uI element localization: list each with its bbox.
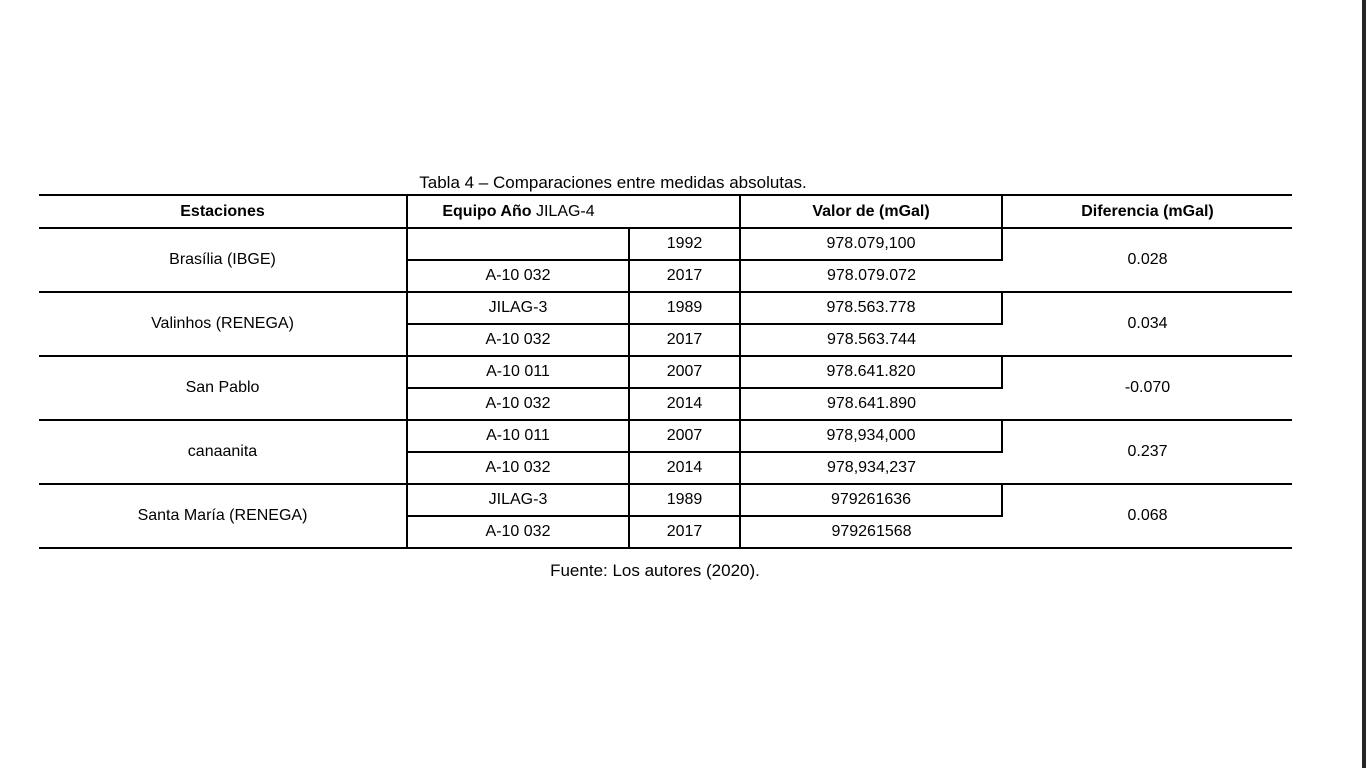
table-row: Valinhos (RENEGA) JILAG-3 1989 978.563.7… (39, 292, 1292, 357)
value-cell: 978.641.820 (740, 356, 1003, 389)
table-row: A-10 032 2014 978.641.890 (39, 388, 1292, 421)
table-row: A-10 032 2017 978.079.072 (39, 260, 1292, 293)
value-cell: 978,934,237 (740, 452, 1002, 485)
year-cell: 1989 (629, 292, 741, 325)
value-cell: 978.563.744 (740, 324, 1002, 357)
equipment-cell: A-10 032 (407, 324, 630, 357)
value-cell: 978,934,000 (740, 420, 1003, 453)
station-cell: San Pablo (39, 356, 408, 421)
table-row: San Pablo A-10 011 2007 978.641.820 -0.0… (39, 356, 1292, 421)
header-equipo: Equipo Año JILAG-4 (407, 194, 629, 229)
table-header-row: Estaciones Equipo Año JILAG-4 Valor de (… (39, 194, 1292, 229)
header-equipo-label: Equipo Año (442, 202, 532, 220)
table-row: Brasília (IBGE) 1992 978.079,100 0.028 (39, 228, 1292, 293)
header-valor: Valor de (mGal) (740, 194, 1003, 229)
station-cell: Santa María (RENEGA) (39, 484, 408, 549)
year-cell: 1989 (629, 484, 741, 517)
equipment-cell: A-10 011 (407, 420, 630, 453)
equipment-cell: A-10 011 (407, 356, 630, 389)
table-row: A-10 032 2017 979261568 (39, 516, 1292, 549)
equipment-cell: A-10 032 (407, 452, 630, 485)
header-estaciones: Estaciones (39, 194, 408, 229)
table-source: Fuente: Los autores (2020). (550, 561, 760, 580)
header-anio (629, 194, 741, 229)
year-cell: 2017 (629, 260, 741, 293)
station-cell: Valinhos (RENEGA) (39, 292, 408, 357)
difference-cell: 0.034 (1002, 292, 1292, 357)
comparison-table: Estaciones Equipo Año JILAG-4 Valor de (… (39, 194, 1292, 549)
difference-cell: -0.070 (1002, 356, 1292, 421)
year-cell: 2014 (629, 452, 741, 485)
year-cell: 2017 (629, 324, 741, 357)
station-cell: canaanita (39, 420, 408, 485)
equipment-cell (407, 228, 630, 261)
year-cell: 2014 (629, 388, 741, 421)
value-cell: 978.563.778 (740, 292, 1003, 325)
equipment-cell: JILAG-3 (407, 292, 630, 325)
table-caption: Tabla 4 – Comparaciones entre medidas ab… (419, 173, 807, 192)
year-cell: 2007 (629, 420, 741, 453)
value-cell: 979261568 (740, 516, 1002, 549)
difference-cell: 0.068 (1002, 484, 1292, 549)
difference-cell: 0.237 (1002, 420, 1292, 485)
table-row: Santa María (RENEGA) JILAG-3 1989 979261… (39, 484, 1292, 549)
window-edge-bar (1362, 0, 1366, 768)
equipment-cell: JILAG-3 (407, 484, 630, 517)
value-cell: 978.079,100 (740, 228, 1003, 261)
table-row: canaanita A-10 011 2007 978,934,000 0.23… (39, 420, 1292, 485)
equipment-cell: A-10 032 (407, 260, 630, 293)
year-cell: 1992 (629, 228, 741, 261)
value-cell: 979261636 (740, 484, 1003, 517)
station-cell: Brasília (IBGE) (39, 228, 408, 293)
header-diferencia: Diferencia (mGal) (1002, 194, 1292, 229)
equipment-cell: A-10 032 (407, 388, 630, 421)
table-row: A-10 032 2017 978.563.744 (39, 324, 1292, 357)
header-equipo-extra: JILAG-4 (535, 202, 595, 220)
year-cell: 2007 (629, 356, 741, 389)
year-cell: 2017 (629, 516, 741, 549)
value-cell: 978.079.072 (740, 260, 1002, 293)
difference-cell: 0.028 (1002, 228, 1292, 293)
table-row: A-10 032 2014 978,934,237 (39, 452, 1292, 485)
value-cell: 978.641.890 (740, 388, 1002, 421)
equipment-cell: A-10 032 (407, 516, 630, 549)
